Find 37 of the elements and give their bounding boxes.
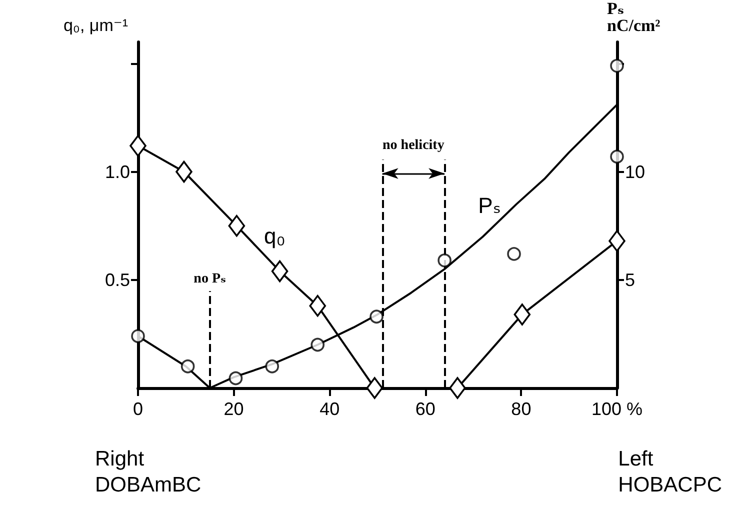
- x-tick-label: 40: [320, 399, 340, 419]
- point: [449, 377, 466, 399]
- y-axis-title: q₀, μm⁻¹: [63, 16, 128, 35]
- y2-tick-label: 10: [625, 162, 646, 182]
- point: [265, 359, 280, 374]
- point: [130, 134, 146, 157]
- point: [438, 254, 452, 268]
- point: [180, 359, 195, 374]
- x-tick-label: 100 %: [591, 399, 643, 419]
- point: [228, 371, 243, 386]
- y2-tick-label: 5: [625, 270, 636, 290]
- text: Right DOBAmBC: [95, 448, 202, 496]
- ref-line-label: no Pₛ: [194, 272, 226, 287]
- x-tick-label: 20: [224, 399, 244, 419]
- point: [610, 150, 624, 164]
- point: [370, 310, 384, 324]
- point: [310, 338, 325, 352]
- point: [610, 58, 624, 73]
- point: [608, 230, 626, 252]
- x-tick-label: 80: [511, 399, 532, 419]
- x-tick-label: 0: [132, 399, 144, 419]
- point: [366, 377, 384, 399]
- point: [228, 214, 246, 237]
- point: [514, 304, 531, 326]
- point: [176, 160, 192, 183]
- annotation: no helicity: [382, 138, 444, 153]
- series-label: Pₛ: [478, 192, 502, 218]
- point: [309, 294, 326, 317]
- y-tick-label: 1.0: [104, 162, 130, 182]
- point: [131, 329, 145, 343]
- x-tick-label: 60: [415, 399, 436, 419]
- point: [507, 247, 521, 261]
- point: [271, 260, 288, 282]
- series-label: q₀: [264, 223, 286, 248]
- text: Left HOBACPC: [618, 448, 722, 496]
- y-tick-label: 0.5: [104, 270, 130, 290]
- y2-axis-title: Pₛ nC/cm²: [607, 0, 660, 35]
